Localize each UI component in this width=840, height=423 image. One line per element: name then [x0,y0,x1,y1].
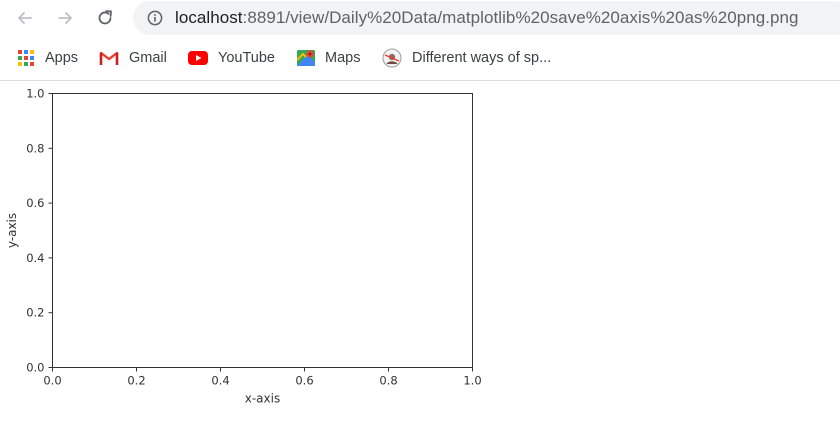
y-axis-label: y-axis [5,213,19,248]
x-tick-label: 0.4 [211,374,229,388]
y-tick-label: 1.0 [26,87,44,101]
arrow-left-icon [18,12,32,24]
apps-grid-icon [18,50,34,66]
chart: 0.0 0.2 0.4 0.6 0.8 1.0 0.0 0.2 0.4 0.6 0.8 1.0 x-… [5,87,482,406]
arrow-right-icon [58,12,72,24]
address-bar[interactable]: localhost:8891/view/Daily%20Data/matplot… [133,1,840,35]
reload-icon [98,10,112,25]
url-path: :8891/view/Daily%20Data/matplotlib%20sav… [242,8,799,27]
back-button[interactable] [10,3,40,33]
bookmark-label: Gmail [129,50,167,66]
bookmark-label: Apps [45,50,79,66]
bookmark-label: Maps [325,50,361,66]
y-tick-label: 0.6 [26,196,44,210]
y-ticks: 0.0 0.2 0.4 0.6 0.8 1.0 [26,87,53,375]
x-axis-label: x-axis [245,392,280,406]
browser-toolbar: localhost:8891/view/Daily%20Data/matplot… [0,0,840,38]
url-text[interactable]: localhost:8891/view/Daily%20Data/matplot… [175,8,799,28]
x-tick-label: 0.2 [127,374,145,388]
bookmark-apps[interactable]: Apps [17,47,78,69]
info-icon[interactable] [147,10,163,26]
site-favicon-icon [382,48,402,68]
y-tick-label: 0.8 [26,141,44,155]
y-tick-label: 0.0 [26,361,44,375]
x-tick-label: 0.0 [43,374,61,388]
bookmark-different-ways[interactable]: Different ways of sp... [382,47,551,69]
x-ticks: 0.0 0.2 0.4 0.6 0.8 1.0 [43,367,482,388]
toolbar-divider [0,80,840,81]
youtube-icon [188,51,208,65]
bookmarks-bar: Apps Gmail YouTube Maps Different wa [0,40,840,76]
x-tick-label: 1.0 [463,374,481,388]
gmail-icon [99,51,119,65]
bookmark-label: Different ways of sp... [412,50,552,66]
y-tick-label: 0.4 [26,251,44,265]
reload-button[interactable] [90,3,120,33]
forward-button[interactable] [50,3,80,33]
x-tick-label: 0.8 [379,374,397,388]
plot-area [52,93,473,368]
bookmark-gmail[interactable]: Gmail [99,47,167,69]
x-tick-label: 0.6 [295,374,313,388]
url-host: localhost [175,8,243,27]
bookmark-youtube[interactable]: YouTube [188,47,275,69]
bookmark-label: YouTube [218,50,275,66]
bookmark-maps[interactable]: Maps [297,47,360,69]
y-tick-label: 0.2 [26,306,44,320]
maps-icon [297,50,315,66]
